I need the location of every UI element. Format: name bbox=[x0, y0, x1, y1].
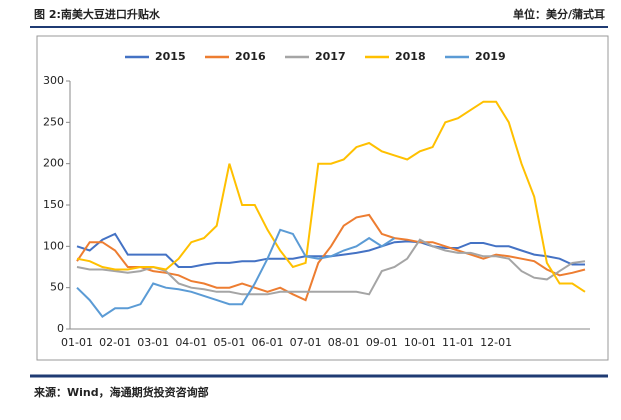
y-tick-label: 300 bbox=[43, 74, 64, 87]
x-tick-label: 07-01 bbox=[290, 336, 322, 349]
y-tick-label: 200 bbox=[43, 157, 64, 170]
x-tick-label: 03-01 bbox=[137, 336, 169, 349]
legend-label: 2017 bbox=[315, 50, 346, 63]
series-line bbox=[76, 238, 586, 296]
legend-label: 2019 bbox=[475, 50, 506, 63]
x-tick-label: 11-01 bbox=[442, 336, 474, 349]
y-tick-label: 0 bbox=[57, 322, 64, 335]
source-note: 来源：Wind，海通期货投资咨询部 bbox=[33, 385, 209, 399]
x-tick-label: 06-01 bbox=[252, 336, 284, 349]
x-tick-label: 09-01 bbox=[366, 336, 398, 349]
legend-label: 2018 bbox=[395, 50, 426, 63]
y-tick-label: 150 bbox=[43, 198, 64, 211]
x-tick-label: 05-01 bbox=[213, 336, 245, 349]
unit-label: 单位：美分/蒲式耳 bbox=[513, 7, 605, 21]
x-tick-label: 08-01 bbox=[328, 336, 360, 349]
x-tick-label: 12-01 bbox=[480, 336, 512, 349]
y-tick-label: 50 bbox=[50, 281, 64, 294]
chart-frame bbox=[36, 35, 609, 361]
y-tick-label: 100 bbox=[43, 239, 64, 252]
x-tick-label: 10-01 bbox=[404, 336, 436, 349]
legend-label: 2015 bbox=[155, 50, 186, 63]
x-tick-label: 02-01 bbox=[99, 336, 131, 349]
x-tick-label: 04-01 bbox=[175, 336, 207, 349]
series-line bbox=[76, 100, 586, 293]
legend-label: 2016 bbox=[235, 50, 266, 63]
series-line bbox=[76, 232, 585, 268]
x-tick-label: 01-01 bbox=[61, 336, 93, 349]
y-tick-label: 250 bbox=[43, 115, 64, 128]
series-line bbox=[76, 228, 396, 318]
figure-title: 图 2:南美大豆进口升贴水 bbox=[34, 7, 161, 21]
series-line bbox=[76, 213, 586, 302]
